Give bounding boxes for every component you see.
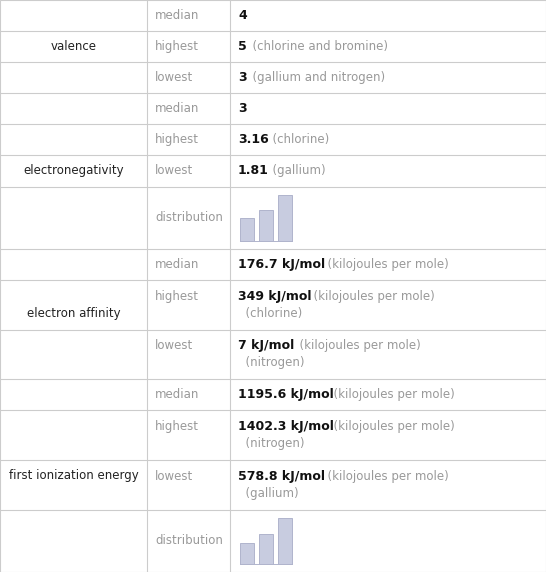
Text: electron affinity: electron affinity	[27, 308, 120, 320]
Text: valence: valence	[50, 40, 97, 53]
Text: (chlorine): (chlorine)	[265, 133, 329, 146]
Text: (kilojoules per mole): (kilojoules per mole)	[327, 388, 455, 402]
Text: (kilojoules per mole): (kilojoules per mole)	[293, 339, 421, 352]
Text: (gallium and nitrogen): (gallium and nitrogen)	[245, 72, 385, 84]
Bar	[259, 210, 273, 241]
Text: median: median	[155, 102, 199, 116]
Text: (gallium): (gallium)	[265, 165, 326, 177]
Text: 176.7 kJ/mol: 176.7 kJ/mol	[238, 258, 325, 271]
Text: 3.16: 3.16	[238, 133, 269, 146]
Bar	[240, 217, 254, 241]
Text: (kilojoules per mole): (kilojoules per mole)	[327, 420, 455, 433]
Text: 1402.3 kJ/mol: 1402.3 kJ/mol	[238, 420, 334, 433]
Text: median: median	[155, 388, 199, 402]
Bar	[259, 534, 273, 564]
Text: electronegativity: electronegativity	[23, 165, 124, 177]
Text: median: median	[155, 9, 199, 22]
Text: highest: highest	[155, 289, 199, 303]
Text: (nitrogen): (nitrogen)	[238, 356, 305, 370]
Text: (gallium): (gallium)	[238, 487, 299, 500]
Text: 578.8 kJ/mol: 578.8 kJ/mol	[238, 470, 325, 483]
Text: (kilojoules per mole): (kilojoules per mole)	[319, 258, 448, 271]
Text: first ionization energy: first ionization energy	[9, 469, 138, 482]
Bar	[278, 194, 292, 241]
Bar	[240, 543, 254, 564]
Text: (kilojoules per mole): (kilojoules per mole)	[306, 289, 435, 303]
Text: 5: 5	[238, 40, 247, 53]
Text: lowest: lowest	[155, 72, 193, 84]
Text: 349 kJ/mol: 349 kJ/mol	[238, 289, 312, 303]
Text: 7 kJ/mol: 7 kJ/mol	[238, 339, 294, 352]
Text: median: median	[155, 258, 199, 271]
Text: distribution: distribution	[155, 534, 223, 547]
Text: 1195.6 kJ/mol: 1195.6 kJ/mol	[238, 388, 334, 402]
Text: (chlorine and bromine): (chlorine and bromine)	[245, 40, 388, 53]
Text: lowest: lowest	[155, 165, 193, 177]
Text: 3: 3	[238, 72, 247, 84]
Text: distribution: distribution	[155, 211, 223, 224]
Text: 3: 3	[238, 102, 247, 116]
Text: lowest: lowest	[155, 470, 193, 483]
Text: highest: highest	[155, 420, 199, 433]
Text: highest: highest	[155, 133, 199, 146]
Text: (kilojoules per mole): (kilojoules per mole)	[319, 470, 448, 483]
Text: highest: highest	[155, 40, 199, 53]
Text: lowest: lowest	[155, 339, 193, 352]
Text: (chlorine): (chlorine)	[238, 307, 302, 320]
Text: 1.81: 1.81	[238, 165, 269, 177]
Text: (nitrogen): (nitrogen)	[238, 437, 305, 450]
Bar	[278, 518, 292, 564]
Text: 4: 4	[238, 9, 247, 22]
